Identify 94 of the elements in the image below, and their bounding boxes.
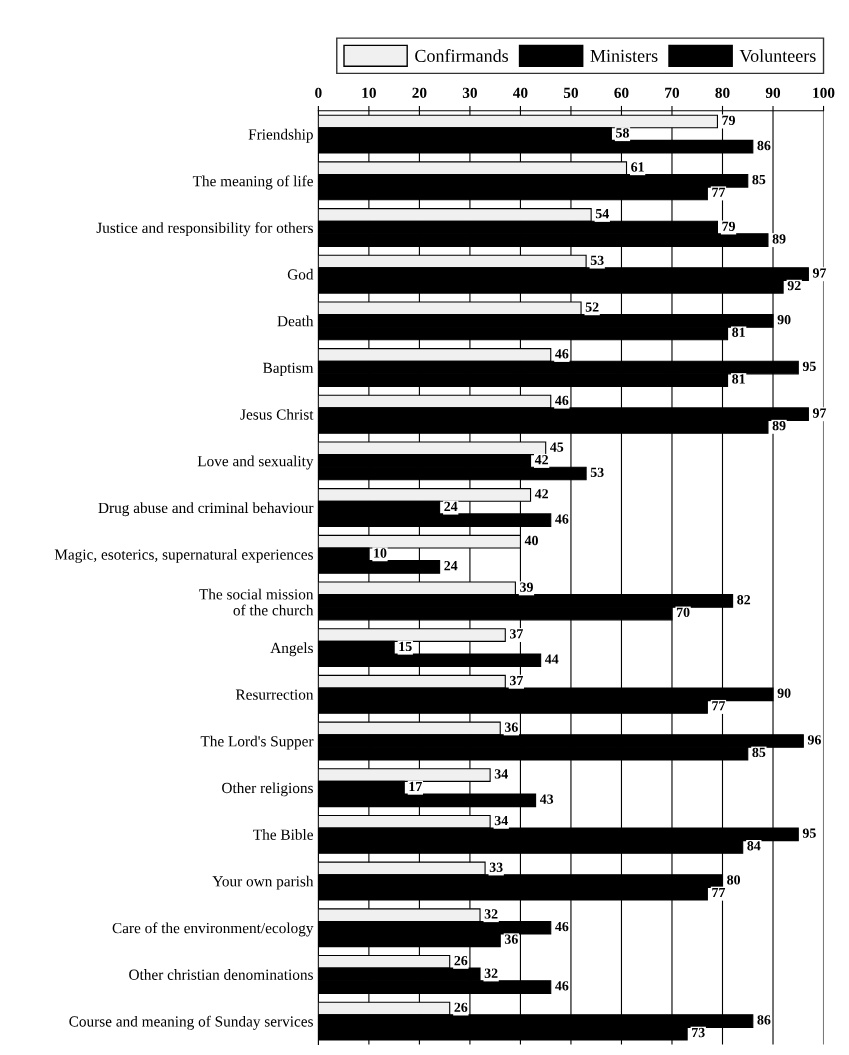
data-label: 90 — [777, 688, 791, 698]
data-label: 36 — [504, 722, 518, 732]
data-label: 42 — [534, 455, 548, 465]
data-label: 95 — [802, 828, 816, 838]
data-label: 97 — [812, 268, 827, 278]
x-tick-label: 90 — [765, 87, 781, 98]
data-label: 26 — [454, 955, 468, 966]
data-label: 40 — [524, 535, 538, 546]
y-tick-label: Drug abuse and criminal behaviour — [98, 502, 314, 517]
data-label: 70 — [676, 607, 690, 618]
data-label: 15 — [399, 641, 412, 652]
y-tick-label: Baptism — [263, 362, 314, 377]
x-tick-label: 40 — [513, 87, 528, 98]
data-label: 95 — [802, 361, 816, 372]
data-label: 53 — [590, 467, 604, 477]
data-label: 34 — [494, 769, 508, 779]
data-label: 79 — [722, 221, 735, 231]
y-tick-label: Other christian denominations — [129, 969, 313, 980]
y-tick-label: Justice and responsibility for others — [96, 222, 313, 237]
data-label: 24 — [444, 561, 458, 571]
y-tick-label: God — [287, 268, 314, 280]
data-label: 84 — [747, 841, 761, 851]
data-label: 89 — [772, 234, 786, 244]
y-tick-label: The social mission of the church — [199, 588, 314, 616]
y-tick-label: Resurrection — [235, 689, 314, 700]
y-tick-label: Jesus Christ — [240, 408, 314, 420]
y-tick-label: Love and sexuality — [197, 455, 314, 470]
data-label: 89 — [772, 420, 786, 431]
x-tick-label: 80 — [715, 87, 730, 98]
data-label: 24 — [444, 501, 458, 511]
y-tick-label: Care of the environment/ecology — [112, 922, 314, 937]
y-tick-label: The Lord's Supper — [200, 735, 314, 750]
x-tick-label: 30 — [462, 87, 477, 98]
data-label: 85 — [752, 174, 766, 185]
x-tick-label: 0 — [315, 87, 322, 98]
legend-label: Ministers — [590, 49, 658, 62]
data-label: 92 — [787, 280, 801, 291]
data-label: 46 — [555, 921, 569, 932]
data-label: 77 — [712, 187, 726, 197]
data-label: 58 — [616, 128, 629, 138]
data-label: 96 — [807, 735, 821, 745]
data-label: 79 — [722, 115, 735, 125]
x-tick-label: 10 — [362, 87, 376, 98]
data-label: 77 — [712, 887, 726, 897]
data-label: 46 — [555, 349, 569, 359]
data-label: 26 — [454, 1002, 468, 1012]
y-tick-label: Course and meaning of Sunday services — [69, 1015, 313, 1030]
data-label: 86 — [757, 140, 771, 151]
data-label: 86 — [757, 1015, 771, 1025]
data-label: 32 — [484, 909, 498, 919]
data-label: 61 — [631, 162, 644, 172]
y-tick-label: The Bible — [253, 829, 313, 840]
data-label: 54 — [595, 209, 609, 219]
data-label: 42 — [534, 489, 548, 499]
x-tick-label: 60 — [614, 87, 629, 98]
data-label: 46 — [555, 981, 569, 991]
data-label: 43 — [539, 794, 554, 804]
data-label: 82 — [737, 595, 751, 605]
data-label: 34 — [494, 815, 508, 826]
data-label: 73 — [692, 1027, 705, 1038]
y-tick-label: Friendship — [248, 128, 313, 143]
data-label: 85 — [752, 747, 766, 758]
data-label: 46 — [555, 395, 569, 406]
x-tick-label: 20 — [412, 87, 427, 98]
y-tick-label: Your own parish — [212, 875, 314, 890]
data-label: 45 — [550, 442, 564, 452]
y-tick-label: Other religions — [222, 782, 313, 797]
data-label: 33 — [489, 862, 503, 872]
data-label: 32 — [484, 968, 498, 978]
data-label: 97 — [812, 408, 827, 418]
data-label: 37 — [509, 675, 523, 686]
data-label: 90 — [777, 314, 791, 325]
data-label: 80 — [727, 875, 741, 885]
x-tick-label: 70 — [665, 87, 680, 98]
y-tick-label: The meaning of life — [192, 175, 313, 190]
data-label: 81 — [732, 374, 745, 384]
legend-label: Volunteers — [739, 49, 816, 63]
x-tick-label: 100 — [813, 87, 835, 98]
data-label: 44 — [545, 654, 559, 664]
y-tick-label: Death — [277, 315, 314, 327]
data-label: 46 — [555, 514, 569, 524]
data-label: 36 — [504, 934, 518, 944]
data-label: 10 — [374, 548, 387, 558]
data-label: 53 — [590, 255, 604, 266]
data-label: 37 — [509, 629, 523, 639]
x-tick-label: 50 — [563, 87, 579, 98]
data-label: 17 — [409, 781, 422, 792]
y-tick-label: Magic, esoterics, supernatural experiences — [54, 548, 313, 563]
data-label: 77 — [712, 701, 726, 711]
legend-label: Confirmands — [415, 49, 509, 62]
data-label: 52 — [585, 302, 599, 312]
y-tick-label: Angels — [270, 642, 313, 657]
data-label: 39 — [520, 582, 533, 592]
data-label: 81 — [732, 327, 745, 337]
